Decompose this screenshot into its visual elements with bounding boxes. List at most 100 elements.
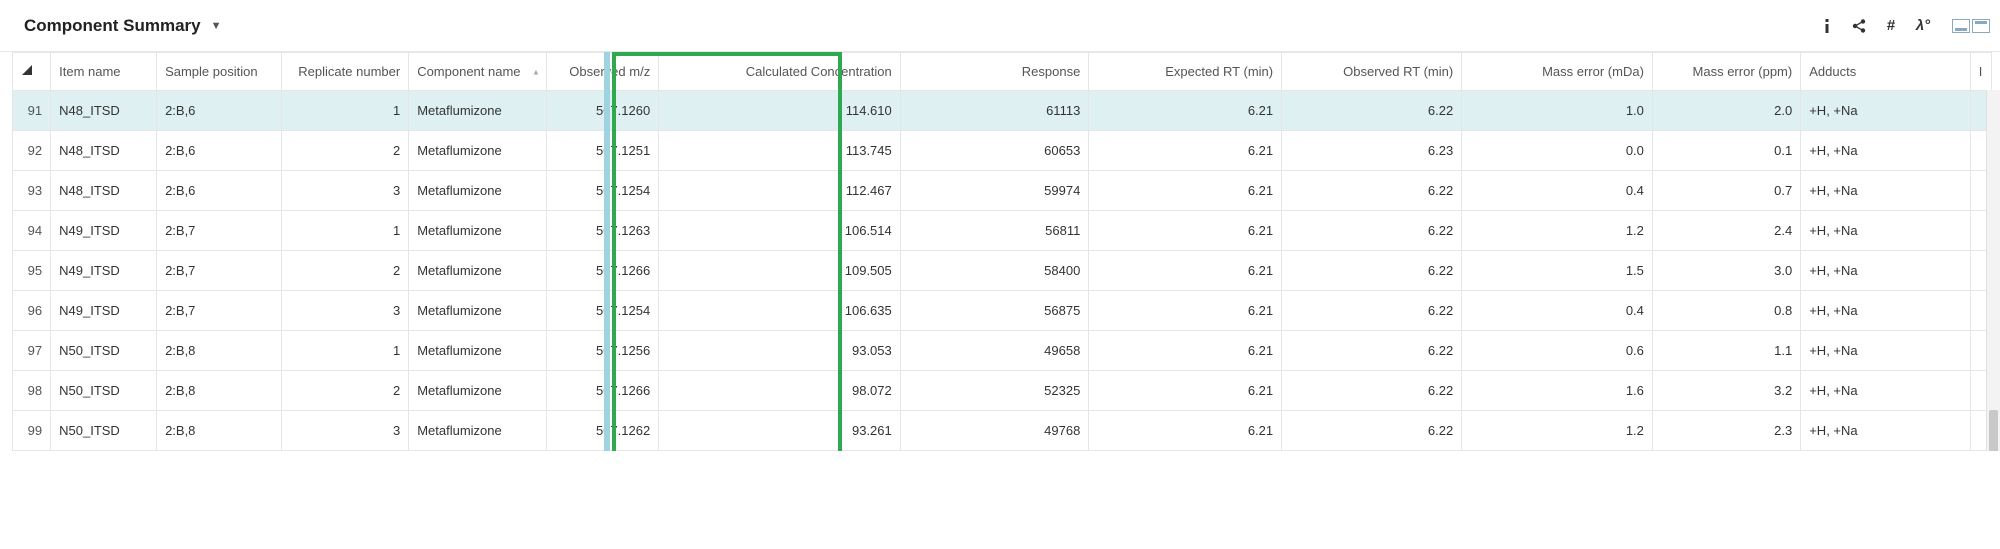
cell-component_name: Metaflumizone xyxy=(409,291,547,331)
cell-rownum: 95 xyxy=(13,251,51,291)
column-header-adducts[interactable]: Adducts xyxy=(1801,53,1971,91)
cell-mass_error_mda: 1.5 xyxy=(1462,251,1653,291)
cell-mass_error_mda: 1.6 xyxy=(1462,371,1653,411)
cell-mass_error_ppm: 0.8 xyxy=(1652,291,1800,331)
cell-calc_conc: 114.610 xyxy=(659,91,901,131)
maximize-icon[interactable] xyxy=(1972,19,1990,33)
cell-item_name: N48_ITSD xyxy=(51,171,157,211)
scrollbar-thumb[interactable] xyxy=(1989,410,1998,451)
table-row[interactable]: 92N48_ITSD2:B,62Metaflumizone507.1251113… xyxy=(13,131,1992,171)
cell-expected_rt: 6.21 xyxy=(1089,411,1282,451)
column-header-sample_position[interactable]: Sample position xyxy=(157,53,282,91)
table-row[interactable]: 96N49_ITSD2:B,73Metaflumizone507.1254106… xyxy=(13,291,1992,331)
cell-mass_error_mda: 0.4 xyxy=(1462,291,1653,331)
column-header-component_name[interactable]: Component name xyxy=(409,53,547,91)
cell-observed_mz: 507.1251 xyxy=(546,131,658,171)
vertical-scrollbar[interactable] xyxy=(1986,90,2000,451)
cell-observed_rt: 6.22 xyxy=(1282,211,1462,251)
cell-expected_rt: 6.21 xyxy=(1089,291,1282,331)
cell-mass_error_ppm: 2.4 xyxy=(1652,211,1800,251)
cell-calc_conc: 93.053 xyxy=(659,331,901,371)
cell-sample_position: 2:B,6 xyxy=(157,171,282,211)
table-row[interactable]: 98N50_ITSD2:B,82Metaflumizone507.126698.… xyxy=(13,371,1992,411)
column-header-mass_error_mda[interactable]: Mass error (mDa) xyxy=(1462,53,1653,91)
table-header: Item name Sample position Replicate number… xyxy=(13,53,1992,91)
cell-rownum: 99 xyxy=(13,411,51,451)
cell-mass_error_mda: 0.6 xyxy=(1462,331,1653,371)
cell-rownum: 98 xyxy=(13,371,51,411)
cell-replicate_number: 2 xyxy=(282,251,409,291)
cell-mass_error_ppm: 0.1 xyxy=(1652,131,1800,171)
column-header-response[interactable]: Response xyxy=(900,53,1089,91)
cell-expected_rt: 6.21 xyxy=(1089,131,1282,171)
cell-mass_error_ppm: 2.3 xyxy=(1652,411,1800,451)
info-icon[interactable] xyxy=(1816,15,1838,37)
panel-title-dropdown[interactable]: Component Summary ▼ xyxy=(24,16,222,36)
cell-observed_rt: 6.22 xyxy=(1282,371,1462,411)
cell-replicate_number: 1 xyxy=(282,331,409,371)
table-row[interactable]: 91N48_ITSD2:B,61Metaflumizone507.1260114… xyxy=(13,91,1992,131)
cell-replicate_number: 3 xyxy=(282,411,409,451)
column-header-label: Expected RT (min) xyxy=(1165,64,1273,79)
cell-component_name: Metaflumizone xyxy=(409,171,547,211)
table-row[interactable]: 95N49_ITSD2:B,72Metaflumizone507.1266109… xyxy=(13,251,1992,291)
column-header-label: Replicate number xyxy=(298,64,400,79)
cell-mass_error_mda: 1.0 xyxy=(1462,91,1653,131)
cell-expected_rt: 6.21 xyxy=(1089,211,1282,251)
cell-calc_conc: 113.745 xyxy=(659,131,901,171)
cell-response: 59974 xyxy=(900,171,1089,211)
column-header-label: Component name xyxy=(417,64,520,79)
cell-replicate_number: 1 xyxy=(282,211,409,251)
column-header-observed_rt[interactable]: Observed RT (min) xyxy=(1282,53,1462,91)
column-header-label: I xyxy=(1979,64,1983,79)
column-header-mass_error_ppm[interactable]: Mass error (ppm) xyxy=(1652,53,1800,91)
cell-component_name: Metaflumizone xyxy=(409,331,547,371)
cell-replicate_number: 2 xyxy=(282,131,409,171)
cell-response: 49658 xyxy=(900,331,1089,371)
sort-triangle-icon xyxy=(21,64,33,76)
cell-response: 56875 xyxy=(900,291,1089,331)
cell-observed_rt: 6.22 xyxy=(1282,331,1462,371)
cell-rownum: 92 xyxy=(13,131,51,171)
cell-sample_position: 2:B,8 xyxy=(157,411,282,451)
window-controls xyxy=(1952,19,1990,33)
lambda-icon[interactable]: λ° xyxy=(1912,15,1934,37)
table-row[interactable]: 97N50_ITSD2:B,81Metaflumizone507.125693.… xyxy=(13,331,1992,371)
column-header-extra[interactable]: I xyxy=(1970,53,1991,91)
cell-sample_position: 2:B,6 xyxy=(157,131,282,171)
column-header-label: Calculated Concentration xyxy=(746,64,892,79)
column-header-observed_mz[interactable]: Observed m/z xyxy=(546,53,658,91)
table-row[interactable]: 99N50_ITSD2:B,83Metaflumizone507.126293.… xyxy=(13,411,1992,451)
chevron-down-icon: ▼ xyxy=(211,20,222,32)
cell-sample_position: 2:B,7 xyxy=(157,251,282,291)
cell-adducts: +H, +Na xyxy=(1801,251,1971,291)
cell-item_name: N49_ITSD xyxy=(51,251,157,291)
cell-response: 58400 xyxy=(900,251,1089,291)
table-row[interactable]: 94N49_ITSD2:B,71Metaflumizone507.1263106… xyxy=(13,211,1992,251)
share-icon[interactable] xyxy=(1848,15,1870,37)
cell-expected_rt: 6.21 xyxy=(1089,331,1282,371)
cell-rownum: 94 xyxy=(13,211,51,251)
cell-observed_mz: 507.1256 xyxy=(546,331,658,371)
column-header-item_name[interactable]: Item name xyxy=(51,53,157,91)
column-header-calc_conc[interactable]: Calculated Concentration xyxy=(659,53,901,91)
cell-observed_mz: 507.1260 xyxy=(546,91,658,131)
cell-rownum: 97 xyxy=(13,331,51,371)
cell-replicate_number: 3 xyxy=(282,171,409,211)
cell-sample_position: 2:B,8 xyxy=(157,331,282,371)
panel-header: Component Summary ▼ # λ° xyxy=(0,0,2000,52)
cell-observed_mz: 507.1254 xyxy=(546,171,658,211)
cell-item_name: N48_ITSD xyxy=(51,91,157,131)
column-header-expected_rt[interactable]: Expected RT (min) xyxy=(1089,53,1282,91)
hash-icon[interactable]: # xyxy=(1880,15,1902,37)
table-row[interactable]: 93N48_ITSD2:B,63Metaflumizone507.1254112… xyxy=(13,171,1992,211)
cell-observed_rt: 6.22 xyxy=(1282,91,1462,131)
column-header-replicate_number[interactable]: Replicate number xyxy=(282,53,409,91)
column-header-label: Observed RT (min) xyxy=(1343,64,1453,79)
column-header-label: Sample position xyxy=(165,64,258,79)
cell-sample_position: 2:B,6 xyxy=(157,91,282,131)
column-header-rownum[interactable] xyxy=(13,53,51,91)
minimize-icon[interactable] xyxy=(1952,19,1970,33)
cell-adducts: +H, +Na xyxy=(1801,291,1971,331)
cell-adducts: +H, +Na xyxy=(1801,171,1971,211)
